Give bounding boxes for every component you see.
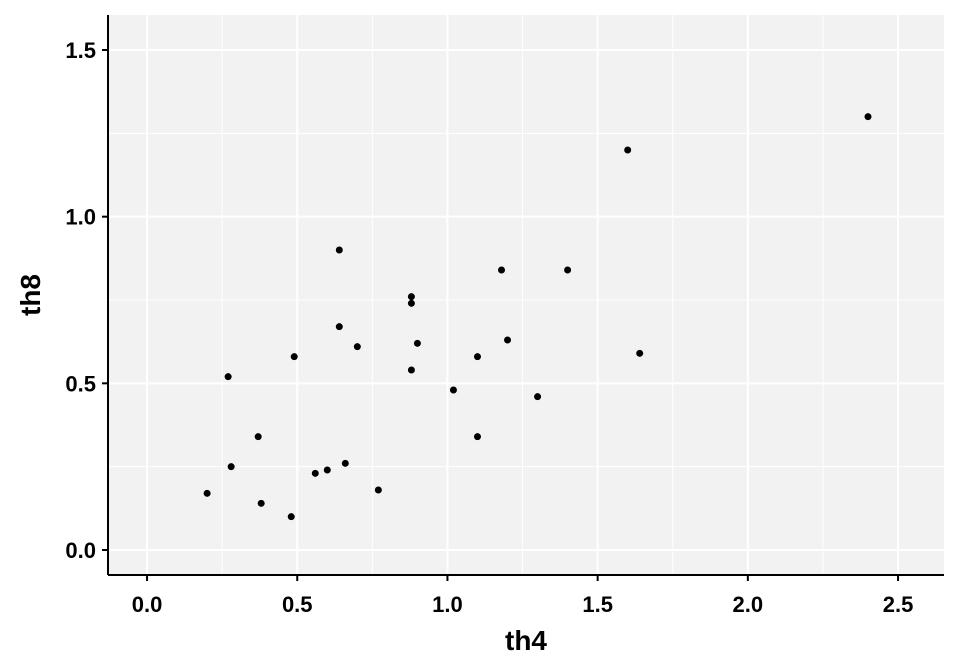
x-tick-label: 2.5 — [883, 592, 914, 617]
x-axis-title: th4 — [505, 625, 547, 656]
y-tick-label: 1.5 — [65, 38, 96, 63]
point — [864, 113, 872, 121]
y-axis-title: th8 — [15, 274, 46, 316]
y-tick-label: 1.0 — [65, 205, 96, 230]
point — [564, 266, 572, 274]
point — [335, 246, 343, 254]
point — [254, 433, 262, 441]
point — [374, 486, 382, 494]
y-tick-label: 0.0 — [65, 538, 96, 563]
x-tick-label: 2.0 — [733, 592, 764, 617]
point — [311, 469, 319, 477]
point — [498, 266, 506, 274]
point — [413, 339, 421, 347]
point — [323, 466, 331, 474]
point — [407, 366, 415, 374]
y-tick-label: 0.5 — [65, 371, 96, 396]
point — [636, 349, 644, 357]
plot-background — [108, 15, 944, 575]
x-tick-label: 1.0 — [432, 592, 463, 617]
point — [335, 323, 343, 331]
point — [203, 489, 211, 497]
point — [227, 463, 235, 471]
point — [534, 393, 542, 401]
point — [341, 459, 349, 467]
x-tick-label: 0.0 — [132, 592, 163, 617]
point — [407, 293, 415, 301]
point — [287, 513, 295, 521]
point — [353, 343, 361, 351]
point — [504, 336, 512, 344]
point — [624, 146, 632, 154]
point — [224, 373, 232, 381]
x-tick-label: 1.5 — [582, 592, 613, 617]
x-tick-label: 0.5 — [282, 592, 313, 617]
point — [473, 433, 481, 441]
point — [407, 299, 415, 307]
point — [473, 353, 481, 361]
point — [257, 499, 265, 507]
point — [290, 353, 298, 361]
point — [449, 386, 457, 394]
